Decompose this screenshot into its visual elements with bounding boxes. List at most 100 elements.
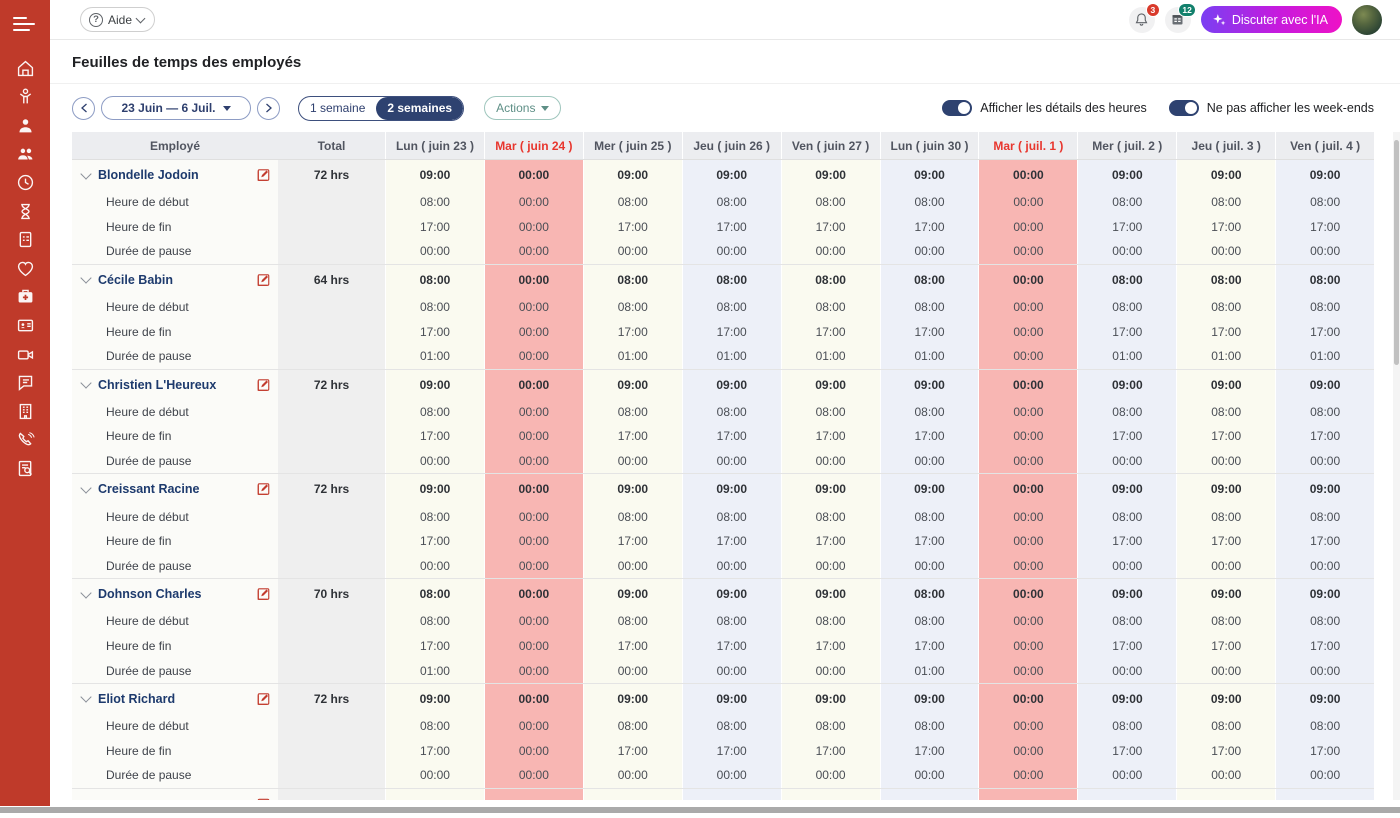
detail-time-cell[interactable]: 00:00 (681, 658, 781, 683)
detail-time-cell[interactable]: 00:00 (780, 448, 880, 474)
detail-time-cell[interactable]: 17:00 (582, 528, 682, 554)
detail-time-cell[interactable]: 17:00 (1275, 319, 1374, 344)
detail-time-cell[interactable]: 00:00 (978, 190, 1078, 215)
day-hours-cell[interactable]: 09:00 (1077, 369, 1177, 400)
detail-time-cell[interactable]: 00:00 (879, 763, 979, 788)
detail-time-cell[interactable]: 17:00 (681, 633, 781, 659)
detail-time-cell[interactable]: 00:00 (483, 399, 583, 425)
detail-time-cell[interactable]: 17:00 (780, 633, 880, 659)
first-aid-sidebar-item[interactable] (12, 284, 38, 310)
day-hours-cell[interactable]: 09:00 (385, 474, 484, 505)
day-hours-cell[interactable]: 09:00 (780, 683, 880, 714)
detail-time-cell[interactable]: 08:00 (1176, 190, 1276, 215)
detail-time-cell[interactable]: 08:00 (1077, 504, 1177, 529)
detail-time-cell[interactable]: 00:00 (483, 319, 583, 344)
detail-time-cell[interactable]: 17:00 (582, 214, 682, 240)
chevron-down-icon[interactable] (80, 482, 92, 494)
detail-time-cell[interactable]: 00:00 (1176, 553, 1276, 579)
detail-time-cell[interactable]: 17:00 (681, 214, 781, 240)
detail-time-cell[interactable]: 08:00 (780, 399, 880, 425)
detail-time-cell[interactable]: 08:00 (780, 190, 880, 215)
detail-time-cell[interactable]: 00:00 (978, 658, 1078, 683)
day-hours-cell[interactable]: 09:00 (1176, 160, 1276, 190)
detail-time-cell[interactable]: 00:00 (681, 763, 781, 788)
detail-time-cell[interactable]: 08:00 (1176, 504, 1276, 529)
detail-time-cell[interactable]: 17:00 (780, 738, 880, 764)
day-hours-cell[interactable]: 09:00 (582, 683, 682, 714)
detail-time-cell[interactable]: 08:00 (582, 294, 682, 320)
detail-time-cell[interactable]: 08:00 (879, 294, 979, 320)
day-hours-cell[interactable]: 09:00 (879, 474, 979, 505)
detail-time-cell[interactable]: 08:00 (879, 713, 979, 739)
clipboard-list-sidebar-item[interactable] (12, 227, 38, 253)
detail-time-cell[interactable]: 08:00 (681, 504, 781, 529)
detail-time-cell[interactable]: 17:00 (1077, 633, 1177, 659)
detail-time-cell[interactable]: 17:00 (879, 214, 979, 240)
chat-ai-button[interactable]: Discuter avec l'IA (1200, 6, 1342, 33)
detail-time-cell[interactable]: 17:00 (582, 319, 682, 344)
detail-time-cell[interactable]: 17:00 (1077, 319, 1177, 344)
detail-time-cell[interactable]: 08:00 (780, 609, 880, 634)
detail-time-cell[interactable]: 00:00 (978, 553, 1078, 579)
detail-time-cell[interactable]: 08:00 (582, 504, 682, 529)
edit-timesheet-button[interactable] (256, 587, 271, 602)
detail-time-cell[interactable]: 08:00 (582, 713, 682, 739)
day-hours-cell[interactable]: 08:00 (385, 579, 484, 610)
day-hours-cell[interactable]: 09:00 (780, 160, 880, 190)
child-sidebar-item[interactable] (12, 84, 38, 110)
day-hours-cell[interactable]: 09:00 (1077, 683, 1177, 714)
detail-time-cell[interactable]: 00:00 (1176, 658, 1276, 683)
detail-time-cell[interactable]: 08:00 (1077, 294, 1177, 320)
detail-time-cell[interactable]: 01:00 (1176, 343, 1276, 369)
detail-time-cell[interactable]: 00:00 (978, 343, 1078, 369)
detail-time-cell[interactable]: 17:00 (681, 738, 781, 764)
day-hours-cell[interactable]: 00:00 (978, 160, 1078, 190)
detail-time-cell[interactable]: 01:00 (385, 343, 484, 369)
day-hours-cell[interactable]: 08:00 (1077, 264, 1177, 295)
detail-time-cell[interactable]: 08:00 (582, 399, 682, 425)
day-hours-cell[interactable]: 09:00 (1275, 160, 1374, 190)
hourglass-sidebar-item[interactable] (12, 198, 38, 224)
detail-time-cell[interactable]: 00:00 (483, 239, 583, 264)
day-hours-cell[interactable]: 09:00 (582, 579, 682, 610)
detail-time-cell[interactable]: 17:00 (681, 528, 781, 554)
detail-time-cell[interactable]: 08:00 (385, 713, 484, 739)
detail-time-cell[interactable]: 17:00 (385, 319, 484, 344)
detail-time-cell[interactable]: 00:00 (879, 448, 979, 474)
detail-time-cell[interactable]: 01:00 (879, 658, 979, 683)
chevron-down-icon[interactable] (80, 691, 92, 704)
detail-time-cell[interactable]: 00:00 (978, 214, 1078, 240)
detail-time-cell[interactable]: 00:00 (483, 763, 583, 788)
detail-time-cell[interactable]: 08:00 (385, 399, 484, 425)
day-hours-cell[interactable]: 08:00 (582, 264, 682, 295)
detail-time-cell[interactable]: 00:00 (385, 763, 484, 788)
toggle-switch[interactable] (942, 100, 973, 116)
detail-time-cell[interactable]: 00:00 (978, 319, 1078, 344)
detail-time-cell[interactable]: 08:00 (780, 713, 880, 739)
report-search-sidebar-item[interactable] (12, 455, 38, 481)
detail-time-cell[interactable]: 17:00 (1077, 528, 1177, 554)
day-hours-cell[interactable]: 00:00 (978, 579, 1078, 610)
day-hours-cell[interactable]: 00:00 (483, 683, 583, 714)
detail-time-cell[interactable]: 08:00 (681, 609, 781, 634)
detail-time-cell[interactable]: 00:00 (780, 239, 880, 264)
detail-time-cell[interactable]: 00:00 (978, 528, 1078, 554)
detail-time-cell[interactable]: 00:00 (483, 609, 583, 634)
detail-time-cell[interactable]: 00:00 (483, 190, 583, 215)
day-hours-cell[interactable]: 08:00 (1176, 264, 1276, 295)
detail-time-cell[interactable]: 00:00 (483, 713, 583, 739)
detail-time-cell[interactable]: 00:00 (582, 658, 682, 683)
chevron-down-icon[interactable] (80, 167, 92, 180)
detail-time-cell[interactable]: 00:00 (978, 424, 1078, 449)
detail-time-cell[interactable]: 00:00 (483, 343, 583, 369)
detail-time-cell[interactable]: 17:00 (1275, 214, 1374, 240)
chat-bubble-sidebar-item[interactable] (12, 370, 38, 396)
id-card-sidebar-item[interactable] (12, 312, 38, 338)
detail-time-cell[interactable]: 00:00 (385, 239, 484, 264)
detail-time-cell[interactable]: 01:00 (1275, 343, 1374, 369)
detail-time-cell[interactable]: 01:00 (681, 343, 781, 369)
day-hours-cell[interactable]: 09:00 (681, 160, 781, 190)
user-avatar[interactable] (1352, 4, 1382, 35)
detail-time-cell[interactable]: 17:00 (582, 738, 682, 764)
detail-time-cell[interactable]: 17:00 (780, 528, 880, 554)
